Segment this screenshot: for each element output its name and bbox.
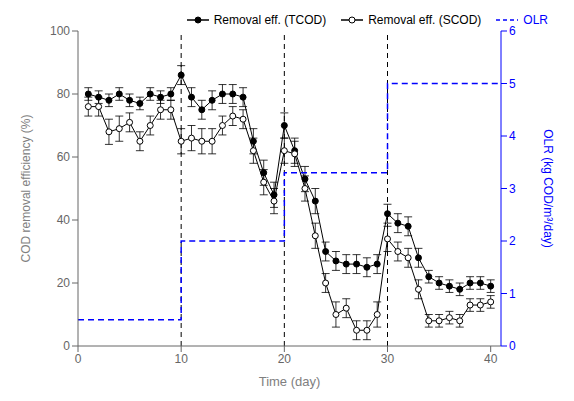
- svg-text:60: 60: [57, 150, 71, 164]
- svg-text:0: 0: [509, 339, 516, 353]
- svg-text:10: 10: [174, 352, 188, 366]
- svg-text:80: 80: [57, 87, 71, 101]
- svg-text:30: 30: [381, 352, 395, 366]
- svg-text:40: 40: [57, 213, 71, 227]
- html-text:Removal eff. (TCOD): Removal eff. (TCOD): [213, 13, 327, 27]
- svg-text:OLR (kg COD/m³/day): OLR (kg COD/m³/day): [541, 129, 555, 248]
- html-text:Removal eff. (SCOD): Removal eff. (SCOD): [368, 13, 482, 27]
- svg-text:20: 20: [57, 276, 71, 290]
- svg-text:40: 40: [484, 352, 498, 366]
- svg-text:2: 2: [509, 234, 516, 248]
- svg-text:1: 1: [509, 287, 516, 301]
- svg-text:100: 100: [50, 24, 70, 38]
- svg-text:20: 20: [278, 352, 292, 366]
- svg-text:0: 0: [75, 352, 82, 366]
- svg-text:3: 3: [509, 182, 516, 196]
- svg-text:Time (day): Time (day): [259, 374, 321, 389]
- svg-text:COD removal efficiency (%): COD removal efficiency (%): [19, 115, 33, 263]
- svg-text:6: 6: [509, 24, 516, 38]
- svg-text:5: 5: [509, 77, 516, 91]
- html-text:OLR: OLR: [523, 13, 548, 27]
- svg-text:4: 4: [509, 129, 516, 143]
- svg-text:0: 0: [63, 339, 70, 353]
